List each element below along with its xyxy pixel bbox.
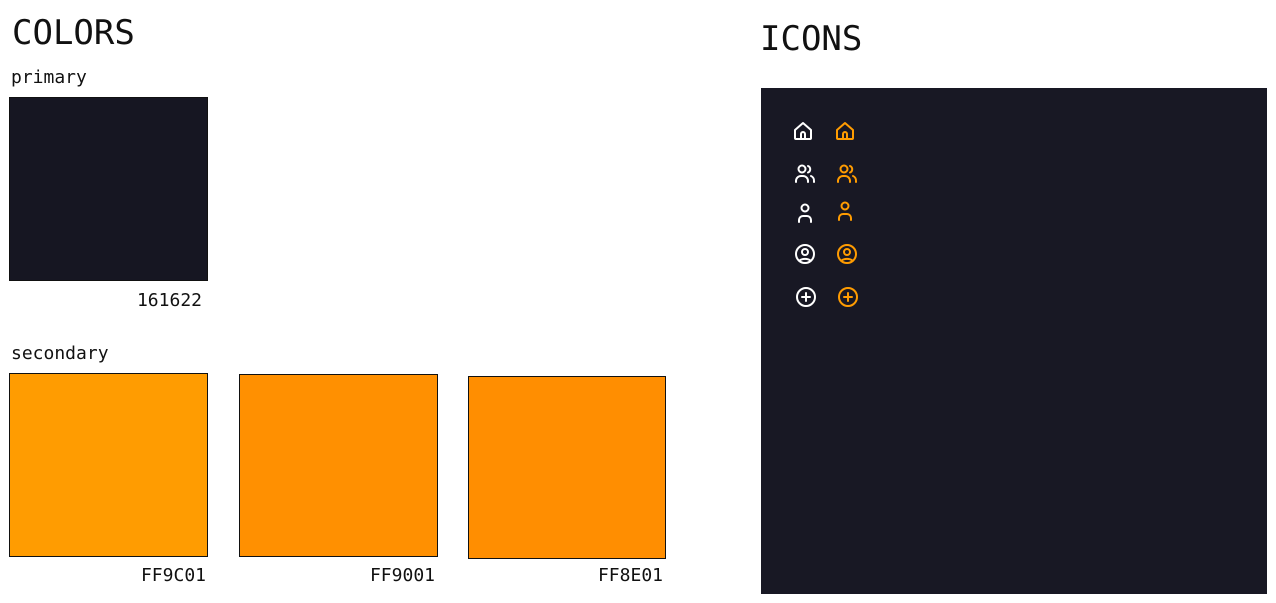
users-icon	[793, 162, 817, 186]
primary-label: primary	[11, 67, 87, 88]
users-icon	[835, 162, 859, 186]
icons-heading: ICONS	[760, 19, 863, 59]
user-circle-icon	[835, 242, 859, 266]
secondary-code-3: FF8E01	[597, 565, 663, 586]
icons-panel	[761, 88, 1267, 594]
user-icon	[793, 201, 817, 225]
plus-circle-icon	[836, 285, 860, 309]
plus-circle-icon	[794, 285, 818, 309]
user-circle-icon	[793, 242, 817, 266]
secondary-swatch-3	[468, 376, 666, 559]
user-icon	[833, 199, 857, 223]
home-icon	[791, 119, 815, 143]
home-icon	[833, 119, 857, 143]
secondary-swatch-2	[239, 374, 438, 557]
colors-heading: COLORS	[12, 13, 135, 53]
primary-swatch	[9, 97, 208, 281]
primary-code: 161622	[136, 290, 202, 311]
secondary-label: secondary	[11, 343, 109, 364]
secondary-code-1: FF9C01	[140, 565, 206, 586]
secondary-swatch-1	[9, 373, 208, 557]
secondary-code-2: FF9001	[369, 565, 435, 586]
